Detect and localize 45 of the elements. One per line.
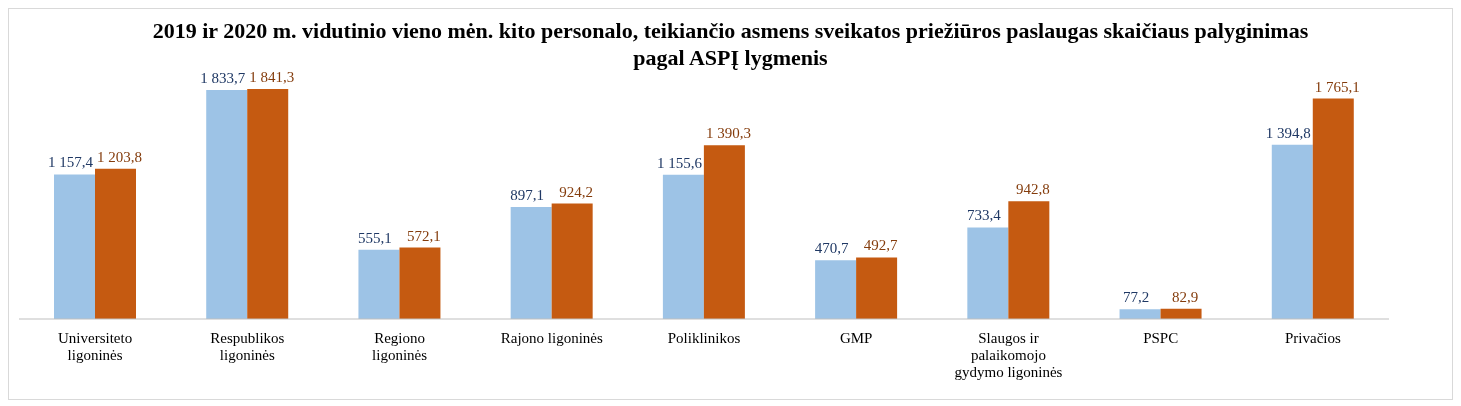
data-label: 733,4 [966,207,1002,224]
data-label: 1 157,4 [48,154,94,171]
data-label: 897,1 [510,186,545,203]
bar [967,227,1009,319]
data-label: 1 203,8 [97,148,142,165]
bar [399,247,441,319]
data-label: 1 765,1 [1314,78,1360,95]
bar [1119,309,1161,319]
x-tick-label: Rajono ligoninės [500,330,603,346]
x-tick-label: Regiono ligoninės [372,330,428,363]
x-tick-label: GMP [839,330,873,346]
x-tick-label: Respublikos ligoninės [210,330,285,363]
x-tick-label: PSPC [1143,330,1179,346]
bar [95,168,136,319]
data-label: 1 833,7 [200,69,246,86]
x-tick-label: Privačios [1284,330,1341,346]
bar [510,206,552,319]
data-label: 924,2 [559,183,594,200]
data-label: 572,1 [407,227,441,244]
data-label: 82,9 [1171,288,1199,305]
bar [1008,201,1050,319]
bar [815,260,857,319]
bar [1312,98,1354,319]
x-tick-label: Poliklinikos [667,330,741,346]
bar [856,257,898,319]
data-label: 470,7 [814,240,849,257]
x-tick-label: Universiteto ligoninės [58,330,133,363]
x-tick-label: Slaugos ir palaikomojo gydymo ligoninės [954,330,1063,380]
data-label: 1 155,6 [656,154,703,171]
bar [1271,144,1313,319]
data-label: 77,2 [1122,289,1150,306]
bar [247,89,289,319]
chart-title: 2019 ir 2020 m. vidutinio vieno mėn. kito personalo, teikiančio asmens sveikatos priežiūros paslaugas skaičiaus palyginimas pagal ASPĮ lygmenis [152,18,1309,70]
bar [703,145,745,319]
bar [54,174,95,319]
bar [206,89,248,319]
data-label: 1 841,3 [249,69,295,85]
data-label: 1 390,3 [705,125,751,142]
data-label: 492,7 [863,237,898,254]
data-label: 555,1 [358,229,392,246]
data-label: 942,8 [1015,181,1050,198]
data-label: 1 394,8 [1265,124,1311,141]
bar [358,249,400,319]
bar [662,174,704,319]
bar [551,203,593,319]
